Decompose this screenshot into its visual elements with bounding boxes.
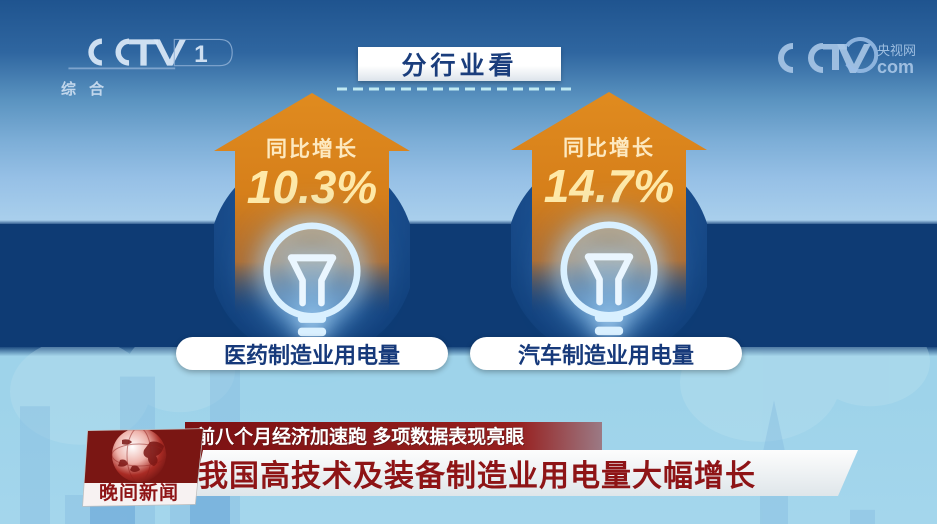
svg-text:晚间新闻: 晚间新闻 — [99, 481, 179, 504]
